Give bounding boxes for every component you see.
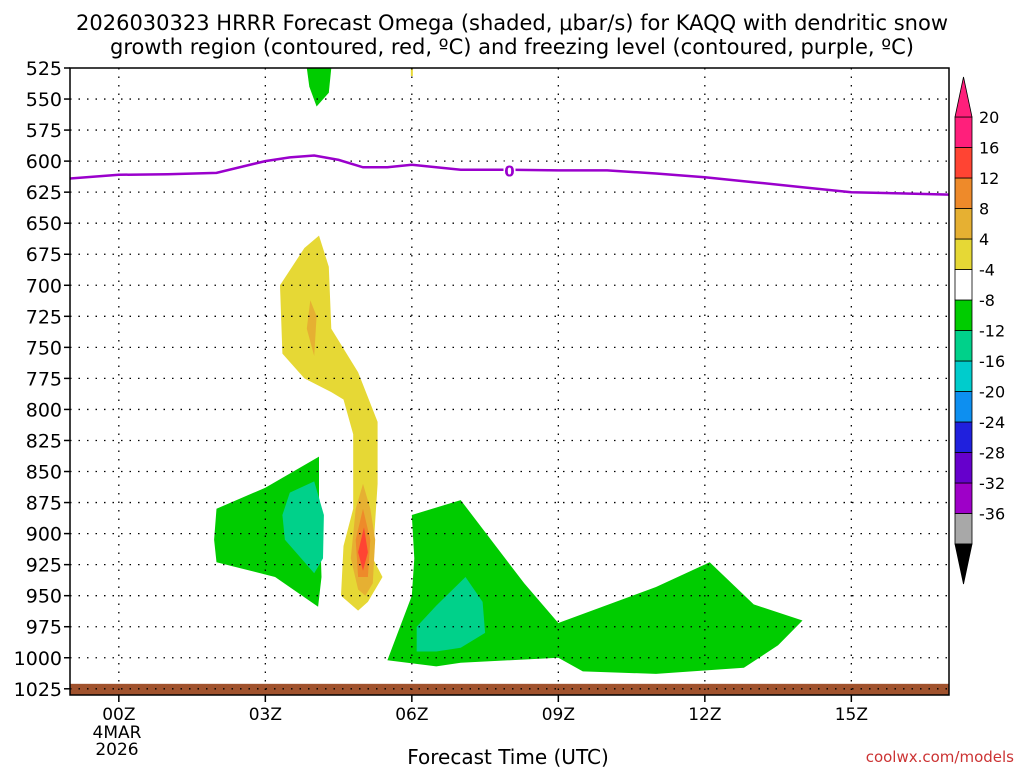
colorbar-label: -36: [979, 505, 1005, 524]
y-tick-label: 775: [26, 368, 62, 390]
freezing-level-line: [70, 154, 949, 196]
colorbar-label: -32: [979, 474, 1005, 493]
colorbar-label: -4: [979, 261, 995, 280]
freezing-level-label: 0: [504, 162, 514, 180]
x-tick-label: 15Z: [835, 705, 868, 725]
colorbar-segment: [954, 330, 973, 362]
y-tick-label: 625: [26, 182, 62, 204]
colorbar-segment: [954, 513, 973, 545]
colorbar: -36 -32 -28 -24 -20 -16 -12 -8 -4 4 8 12 16 20: [954, 76, 1005, 585]
y-tick-label: 900: [26, 524, 62, 546]
omega-shading: [70, 68, 949, 695]
colorbar-segment: [954, 238, 973, 270]
y-tick-label: 850: [26, 462, 62, 484]
y-tick-label: 525: [26, 58, 62, 80]
colorbar-label: 4: [979, 230, 989, 249]
colorbar-segment: [954, 208, 973, 240]
freezing-level-contour: 0: [70, 154, 949, 196]
y-tick-label: 725: [26, 306, 62, 328]
y-tick-label: 750: [26, 337, 62, 359]
colorbar-segment: [954, 147, 973, 179]
y-tick-label: 1000: [14, 648, 62, 670]
omega-region-descent-core-upper: [306, 300, 317, 356]
omega-region-ascent-right: [387, 500, 803, 674]
y-tick-label: 800: [26, 399, 62, 421]
colorbar-label: -20: [979, 383, 1005, 402]
plot-frame: [69, 67, 950, 696]
colorbar-segment: [954, 299, 973, 331]
colorbar-label: -28: [979, 444, 1005, 463]
colorbar-segment: [954, 116, 973, 148]
x-axis: 00Z 03Z 06Z 09Z 12Z 15Z: [102, 695, 868, 725]
freezing-label-bg: [503, 161, 516, 180]
x-date-line1: 4MAR: [93, 723, 142, 743]
y-tick-label: 825: [26, 430, 62, 452]
y-tick-label: 600: [26, 151, 62, 173]
watermark: coolwx.com/models: [866, 748, 1014, 766]
surface-band: [70, 683, 949, 695]
y-tick-label: 925: [26, 555, 62, 577]
y-tick-label: 675: [26, 244, 62, 266]
x-tick-label: 09Z: [542, 705, 575, 725]
y-tick-label: 550: [26, 89, 62, 111]
chart-title-line1: 2026030323 HRRR Forecast Omega (shaded, …: [76, 11, 948, 35]
y-tick-label: 575: [26, 120, 62, 142]
y-tick-label: 700: [26, 275, 62, 297]
colorbar-segment: [954, 482, 973, 514]
omega-region-ascent-left-core: [282, 481, 324, 574]
colorbar-segment: [954, 360, 973, 392]
y-tick-label: 950: [26, 586, 62, 608]
colorbar-bottom-arrow: [954, 543, 973, 585]
omega-region-descent-lower-red: [358, 527, 368, 571]
x-axis-label: Forecast Time (UTC): [407, 745, 609, 768]
chart-title-line2: growth region (contoured, red, ºC) and f…: [110, 35, 914, 59]
colorbar-label: 16: [979, 139, 999, 158]
colorbar-label: 20: [979, 108, 999, 127]
omega-region-ascent-upper: [306, 68, 332, 107]
colorbar-label: 12: [979, 169, 999, 188]
y-tick-label: 650: [26, 213, 62, 235]
x-tick-label: 00Z: [102, 705, 135, 725]
colorbar-label: -24: [979, 413, 1005, 432]
y-tick-label: 1025: [14, 679, 62, 701]
x-tick-label: 12Z: [688, 705, 721, 725]
y-tick-label: 975: [26, 617, 62, 639]
colorbar-segment: [954, 391, 973, 423]
colorbar-top-arrow: [954, 76, 973, 118]
colorbar-segment: [954, 177, 973, 209]
x-date-line2: 2026: [95, 740, 138, 760]
colorbar-label: 8: [979, 200, 989, 219]
y-tick-label: 875: [26, 493, 62, 515]
x-tick-label: 03Z: [249, 705, 282, 725]
omega-region-ascent-right-core: [416, 577, 486, 652]
y-axis: 525 550 575 600 625 650 675 700 725 750 775 800 825 8…: [14, 58, 70, 701]
x-tick-label: 06Z: [395, 705, 428, 725]
colorbar-segment: [954, 421, 973, 453]
colorbar-label: -16: [979, 352, 1005, 371]
colorbar-label: -8: [979, 291, 995, 310]
colorbar-label: -12: [979, 322, 1005, 341]
colorbar-segment: [954, 452, 973, 484]
colorbar-segment: [954, 269, 973, 301]
